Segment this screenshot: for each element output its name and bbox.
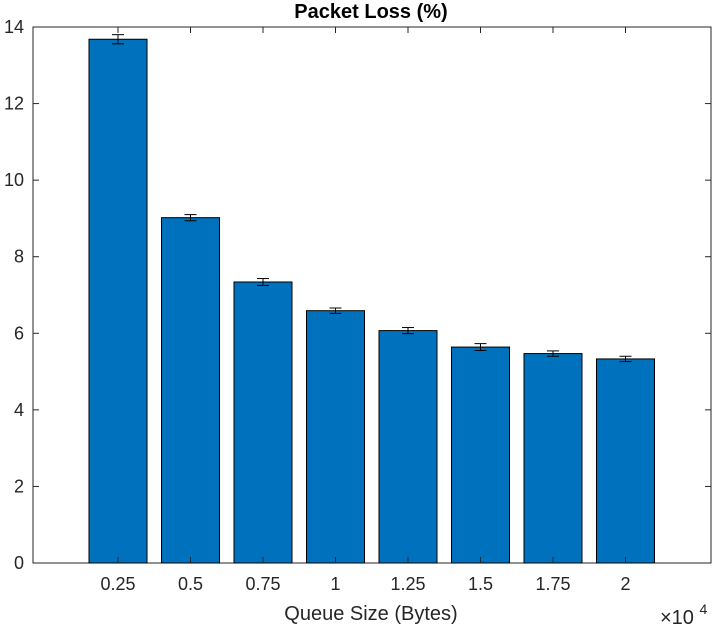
y-tick-label: 6 [14,323,24,343]
y-tick-label: 0 [14,553,24,573]
errorbar-group [112,34,632,363]
x-tick-label: 1 [330,574,340,594]
chart-title: Packet Loss (%) [294,1,447,23]
bar-0.25 [88,38,148,564]
bar-0.5 [161,217,220,564]
x-tick-label: 1.5 [468,574,493,594]
bar-1.5 [451,346,510,564]
y-tick-label: 4 [14,400,24,420]
bar-1 [306,310,365,564]
x-tick-label: 0.25 [100,574,135,594]
bar-0.75 [233,281,293,564]
bar-1.25 [378,330,438,564]
bar-group [88,38,655,564]
y-tick-label: 2 [14,476,24,496]
x-axis-multiplier-exponent: 4 [700,601,708,617]
y-tick-label: 14 [4,17,24,37]
x-tick-label: 0.5 [178,574,203,594]
y-tick-label: 10 [4,170,24,190]
x-tick-label: 2 [620,574,630,594]
x-axis-multiplier-base: ×10 [660,607,694,629]
x-tick-label: 1.25 [390,574,425,594]
x-axis: 0.25 0.5 0.75 1 1.25 1.5 1.75 2 [100,27,631,594]
x-axis-multiplier: ×10 4 [660,601,708,629]
bar-1.75 [523,353,583,564]
x-tick-label: 1.75 [535,574,570,594]
y-axis: 0 2 4 6 8 10 12 14 [4,17,711,573]
x-axis-label: Queue Size (Bytes) [284,603,457,625]
bar-2 [596,358,655,564]
y-tick-label: 8 [14,247,24,267]
y-tick-label: 12 [4,94,24,114]
x-tick-label: 0.75 [245,574,280,594]
